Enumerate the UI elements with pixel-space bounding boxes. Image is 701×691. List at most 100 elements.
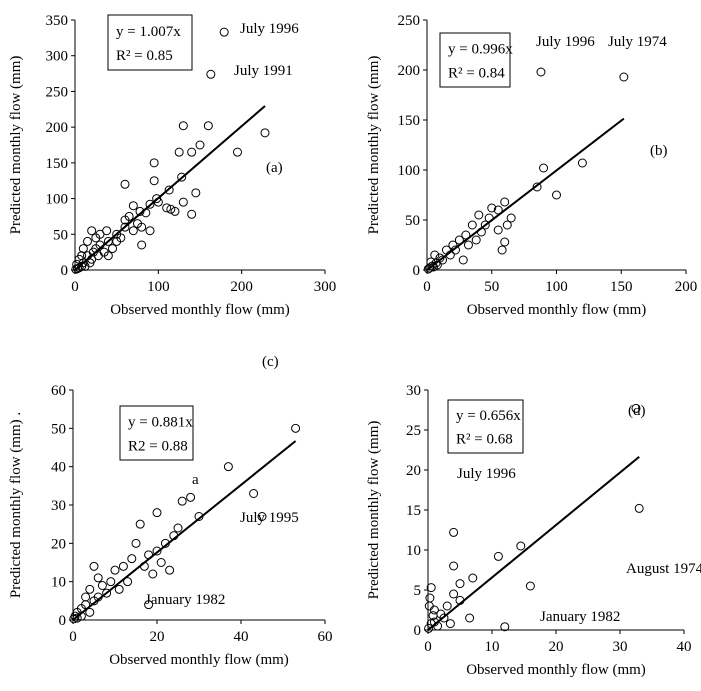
point xyxy=(120,222,130,232)
y-tick-label: 250 xyxy=(46,84,69,100)
point xyxy=(186,492,196,502)
point xyxy=(536,67,546,77)
annotation: (b) xyxy=(650,143,668,159)
point xyxy=(425,263,435,273)
r-squared: R² = 0.68 xyxy=(456,431,513,447)
point xyxy=(195,140,205,150)
y-tick-label: 200 xyxy=(46,120,69,136)
point xyxy=(148,569,158,579)
point xyxy=(102,588,112,598)
point xyxy=(71,264,81,274)
y-tick-label: 100 xyxy=(398,163,421,179)
r-squared: R2 = 0.88 xyxy=(128,438,188,454)
point xyxy=(145,226,155,236)
point xyxy=(149,176,159,186)
point xyxy=(72,613,82,623)
equation-box xyxy=(107,14,193,71)
y-tick-label: 0 xyxy=(61,263,69,279)
point xyxy=(187,209,197,219)
point xyxy=(152,194,162,204)
point xyxy=(74,254,84,264)
y-tick-label: 50 xyxy=(53,227,68,243)
x-axis-label: Observed monthly flow (mm) xyxy=(467,302,647,318)
point xyxy=(128,226,138,236)
point xyxy=(191,188,201,198)
x-tick-label: 20 xyxy=(150,629,165,645)
point xyxy=(95,229,105,239)
point xyxy=(439,613,449,623)
y-tick-label: 50 xyxy=(405,213,420,229)
point xyxy=(631,403,641,413)
point xyxy=(128,201,138,211)
point xyxy=(166,204,176,214)
annotation: August 1974 xyxy=(626,561,701,577)
point xyxy=(120,215,130,225)
trend-line xyxy=(427,456,640,631)
point xyxy=(468,573,478,583)
x-tick-label: 0 xyxy=(424,639,432,655)
y-tick-label: 50 xyxy=(51,421,66,437)
point xyxy=(123,577,133,587)
point xyxy=(426,583,436,593)
y-tick-label: 0 xyxy=(59,613,67,629)
x-tick-label: 40 xyxy=(677,639,692,655)
point xyxy=(112,229,122,239)
point xyxy=(120,179,130,189)
point xyxy=(500,237,510,247)
point xyxy=(131,538,141,548)
point xyxy=(449,561,459,571)
point xyxy=(445,619,455,629)
point xyxy=(577,158,587,168)
point xyxy=(156,558,166,567)
y-tick-label: 10 xyxy=(51,575,66,591)
annotation: January 1982 xyxy=(145,592,225,608)
point xyxy=(178,121,188,131)
annotation: July 1974 xyxy=(608,34,667,50)
point xyxy=(133,219,142,229)
y-tick-label: 20 xyxy=(51,536,66,552)
point xyxy=(97,581,107,590)
x-axis-label: Observed monthly flow (mm) xyxy=(109,652,289,668)
point xyxy=(474,210,484,220)
equation: y = 1.007x xyxy=(116,24,181,40)
y-tick-label: 15 xyxy=(406,503,421,519)
annotation: July 1996 xyxy=(536,34,595,50)
point xyxy=(173,523,183,533)
point xyxy=(634,503,644,513)
point xyxy=(291,423,301,433)
point xyxy=(177,496,187,506)
point xyxy=(525,581,535,591)
x-tick-label: 10 xyxy=(485,639,500,655)
x-tick-label: 30 xyxy=(613,639,628,655)
annotation: (d) xyxy=(628,403,646,419)
point xyxy=(463,240,473,250)
y-tick-label: 150 xyxy=(398,113,421,129)
point xyxy=(206,69,216,79)
point xyxy=(249,489,259,498)
point xyxy=(493,225,503,235)
annotation: (c) xyxy=(262,354,279,370)
point xyxy=(431,258,441,268)
point xyxy=(493,551,503,561)
y-tick-label: 100 xyxy=(46,192,69,208)
point xyxy=(177,172,187,182)
y-tick-label: 10 xyxy=(406,543,421,559)
y-axis-label: Predicted monthly flow (mm) xyxy=(8,56,24,235)
point xyxy=(471,235,481,245)
r-squared: R² = 0.84 xyxy=(448,65,505,81)
y-tick-label: 250 xyxy=(398,13,421,29)
point xyxy=(81,592,91,602)
y-tick-label: 40 xyxy=(51,460,66,476)
point xyxy=(497,245,507,255)
point xyxy=(87,226,97,236)
y-axis-label: Predicted monthly flow (mm) . xyxy=(8,412,24,598)
x-tick-label: 200 xyxy=(230,279,253,295)
y-tick-label: 25 xyxy=(406,423,421,439)
y-tick-label: 5 xyxy=(414,583,422,599)
annotation: a xyxy=(192,472,199,488)
point xyxy=(78,244,88,254)
point xyxy=(145,199,155,209)
point xyxy=(164,185,174,195)
y-tick-label: 300 xyxy=(46,49,69,65)
y-tick-label: 30 xyxy=(406,383,421,399)
